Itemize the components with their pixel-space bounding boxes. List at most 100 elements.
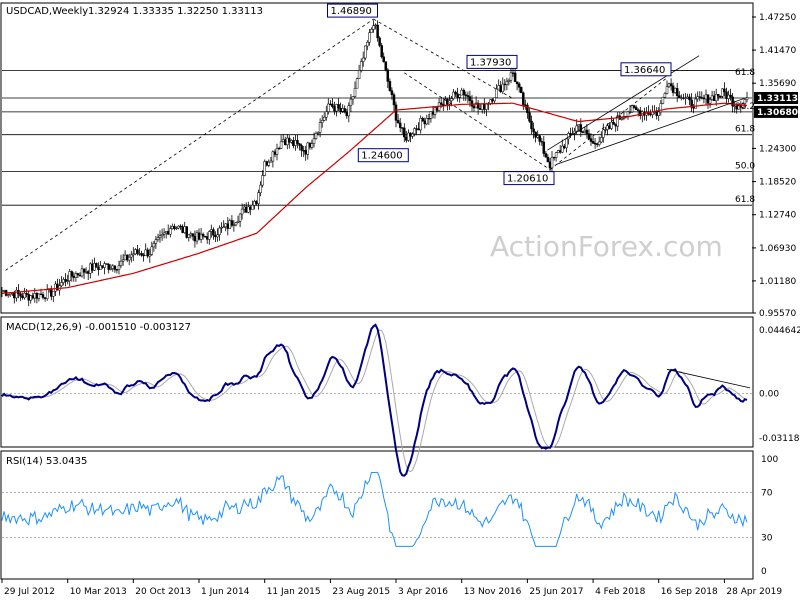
candle-body (292, 140, 295, 146)
candle-body (464, 94, 468, 96)
candle-body (355, 78, 359, 89)
candle-body (144, 249, 147, 256)
price-tick-label-3: 1.24300 (759, 144, 796, 154)
last-price-tag-bg (754, 92, 798, 104)
candle-body (483, 103, 486, 110)
candle-body (273, 151, 277, 155)
candle-body (544, 153, 548, 158)
candle-body (669, 83, 673, 87)
candle-body (95, 263, 98, 268)
annotation-label-4: 1.20610 (507, 174, 548, 185)
fib-label-2: 61.8 (735, 125, 755, 135)
candle-body (468, 96, 472, 101)
candle-body (107, 264, 110, 270)
candle-body (513, 72, 517, 82)
candle-body (261, 175, 264, 186)
candle-body (522, 92, 525, 106)
candle-body (269, 160, 273, 163)
candle-body (704, 94, 708, 100)
candle-body (156, 237, 160, 240)
candle-body (628, 111, 632, 113)
watermark: ActionForex.com (490, 230, 723, 263)
candle-body (214, 235, 217, 238)
candle-body (386, 69, 390, 82)
candle-body (719, 96, 722, 98)
candle-body (33, 293, 37, 299)
candle-body (507, 80, 511, 82)
candle-body (312, 138, 316, 144)
annotation-box-2 (620, 62, 672, 77)
candle-body (536, 135, 539, 138)
candle-body (366, 41, 369, 47)
candle-body (66, 280, 69, 282)
macd-tick-label-2: -0.031183 (759, 434, 800, 444)
candle-body (130, 254, 133, 258)
candle-body (604, 129, 607, 131)
candle-body (205, 236, 209, 240)
candle-body (725, 91, 728, 99)
candle-body (636, 109, 640, 111)
candle-body (298, 143, 301, 146)
candle-body (253, 200, 256, 206)
candle-body (234, 222, 238, 226)
candle-body (341, 108, 344, 112)
candle-body (230, 220, 234, 226)
candle-body (497, 85, 500, 90)
candle-body (325, 111, 328, 118)
candle-body (150, 246, 154, 255)
price-tick-label-4: 1.18520 (759, 178, 796, 188)
candle-body (136, 249, 139, 254)
candle-body (158, 235, 162, 238)
candle-body (277, 148, 281, 150)
candle-body (435, 107, 439, 111)
candle-body (331, 103, 334, 107)
candle-body (665, 86, 669, 94)
candle-body (538, 135, 541, 142)
candle-body (265, 161, 269, 166)
candle-body (23, 292, 26, 299)
candle-body (103, 263, 106, 268)
candle-body (563, 145, 566, 149)
candle-body (43, 297, 47, 299)
price-tick-label-1: 1.41470 (759, 46, 796, 56)
candle-body (710, 95, 714, 100)
macd-line (1, 323, 748, 477)
candle-body (72, 275, 76, 278)
channel-line-1 (555, 97, 748, 165)
price-tick-label-6: 1.06930 (759, 244, 796, 254)
candle-body (37, 293, 41, 299)
trend-dashed-line-1 (373, 18, 514, 99)
candle-body (577, 124, 580, 127)
candle-body (294, 140, 297, 146)
candle-body (608, 125, 611, 129)
candle-body (499, 85, 502, 92)
candle-body (470, 100, 474, 107)
candle-body (302, 150, 305, 152)
candle-body (109, 268, 113, 270)
candle-body (70, 271, 74, 277)
candle-body (714, 94, 718, 102)
candle-body (142, 254, 145, 257)
candle-body (318, 122, 322, 133)
fib-label-4: 61.8 (735, 195, 755, 205)
candle-body (524, 104, 527, 106)
candle-body (452, 91, 455, 99)
candle-body (327, 103, 330, 112)
candle-body (52, 290, 55, 297)
candle-body (700, 97, 704, 99)
candle-body (708, 99, 712, 104)
candle-body (501, 83, 505, 92)
candle-body (286, 137, 289, 146)
candle-body (101, 265, 104, 268)
candle-body (343, 108, 346, 113)
candle-body (193, 236, 197, 242)
candle-body (154, 239, 158, 244)
candle-body (394, 104, 398, 121)
candle-body (249, 206, 252, 210)
candle-body (489, 99, 492, 104)
candle-body (600, 137, 603, 143)
candle-body (189, 233, 193, 236)
candle-body (199, 233, 203, 240)
candle-body (491, 99, 494, 102)
